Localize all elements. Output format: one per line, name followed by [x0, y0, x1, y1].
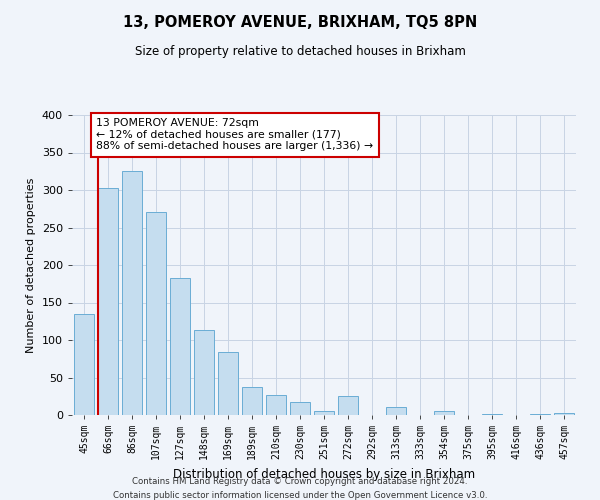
Bar — [194, 330, 214, 415]
Bar — [554, 413, 574, 415]
Bar — [146, 212, 166, 415]
Bar — [530, 414, 550, 415]
Bar — [170, 278, 190, 415]
Text: Size of property relative to detached houses in Brixham: Size of property relative to detached ho… — [134, 45, 466, 58]
Bar — [266, 395, 286, 415]
Bar — [314, 411, 334, 415]
Text: Contains public sector information licensed under the Open Government Licence v3: Contains public sector information licen… — [113, 491, 487, 500]
Y-axis label: Number of detached properties: Number of detached properties — [26, 178, 36, 352]
X-axis label: Distribution of detached houses by size in Brixham: Distribution of detached houses by size … — [173, 468, 475, 480]
Bar — [98, 188, 118, 415]
Bar — [218, 352, 238, 415]
Bar — [122, 171, 142, 415]
Bar — [74, 314, 94, 415]
Bar — [386, 407, 406, 415]
Text: Contains HM Land Registry data © Crown copyright and database right 2024.: Contains HM Land Registry data © Crown c… — [132, 478, 468, 486]
Bar — [242, 387, 262, 415]
Bar — [338, 396, 358, 415]
Bar — [290, 402, 310, 415]
Bar — [482, 414, 502, 415]
Text: 13 POMEROY AVENUE: 72sqm
← 12% of detached houses are smaller (177)
88% of semi-: 13 POMEROY AVENUE: 72sqm ← 12% of detach… — [97, 118, 374, 151]
Bar — [434, 411, 454, 415]
Text: 13, POMEROY AVENUE, BRIXHAM, TQ5 8PN: 13, POMEROY AVENUE, BRIXHAM, TQ5 8PN — [123, 15, 477, 30]
